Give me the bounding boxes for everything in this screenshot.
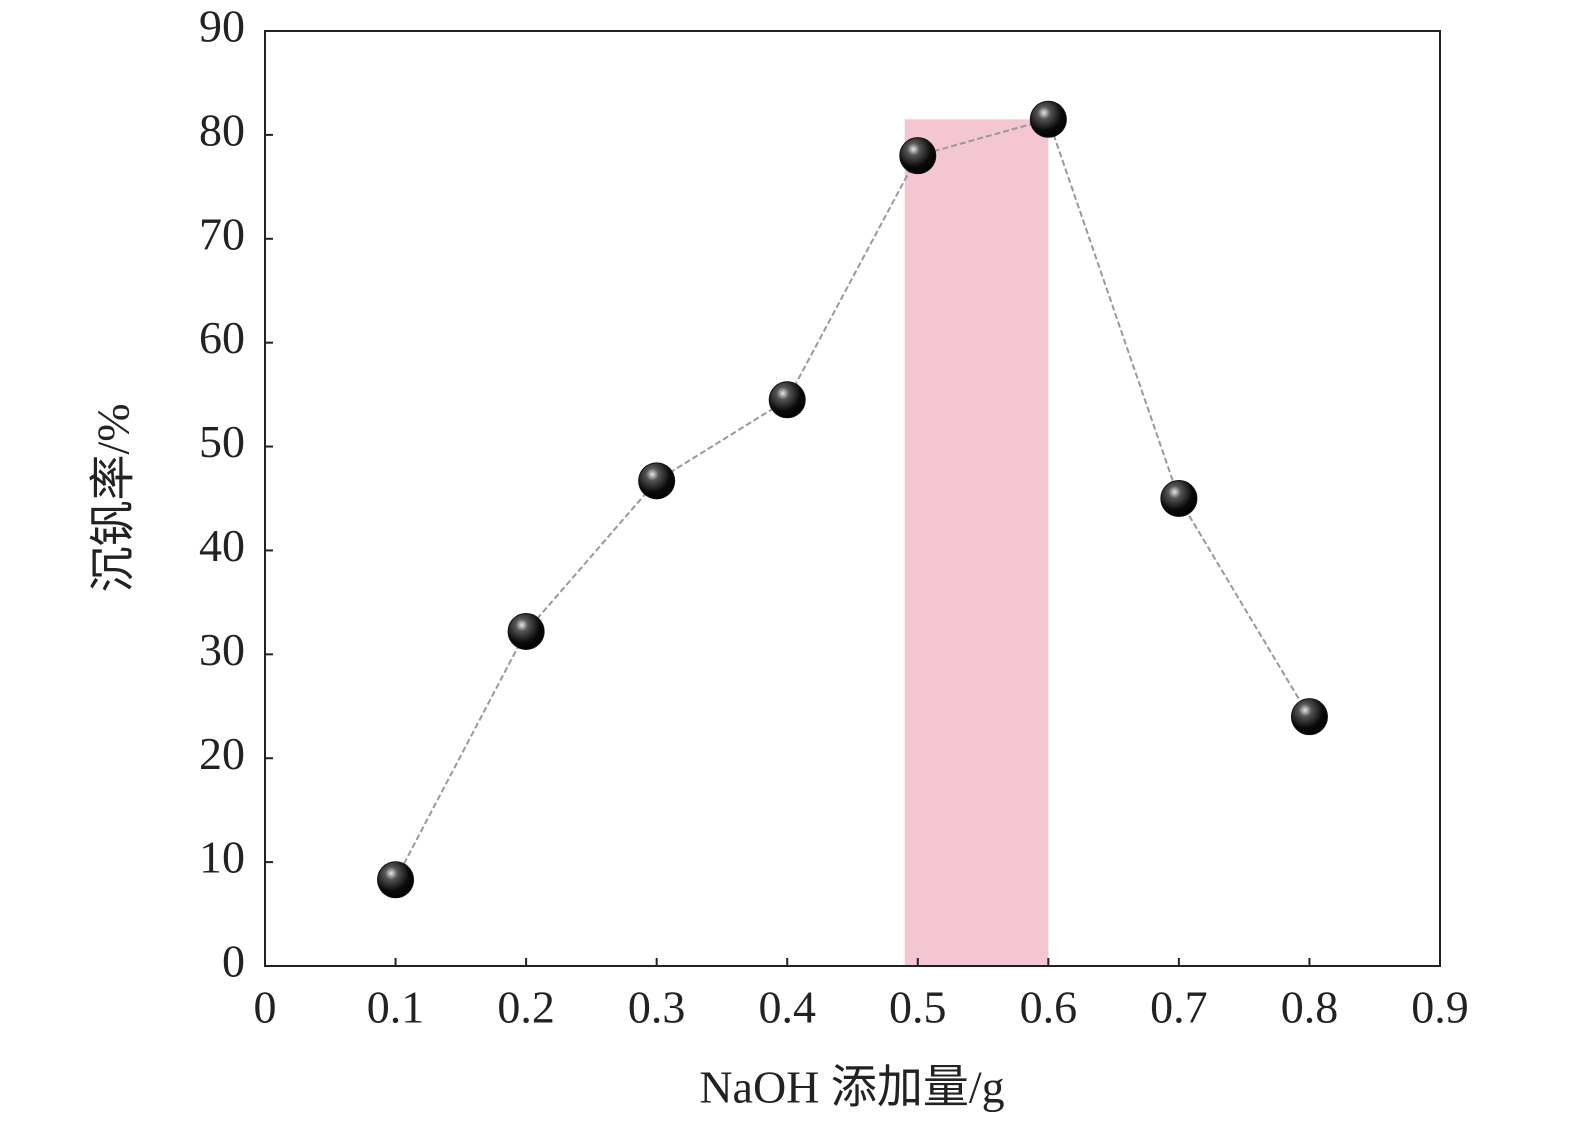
data-point bbox=[768, 381, 806, 419]
y-tick-label: 20 bbox=[199, 728, 245, 779]
x-tick-label: 0.1 bbox=[367, 982, 425, 1033]
data-point bbox=[507, 612, 545, 650]
y-tick-label: 40 bbox=[199, 520, 245, 571]
x-tick-label: 0.4 bbox=[758, 982, 816, 1033]
data-point bbox=[377, 861, 415, 899]
x-tick-label: 0.9 bbox=[1411, 982, 1469, 1033]
y-tick-label: 10 bbox=[199, 832, 245, 883]
data-point bbox=[638, 462, 676, 500]
plot-frame bbox=[264, 30, 1441, 967]
series-line bbox=[394, 118, 1311, 881]
y-axis-label: 沉钒率/% bbox=[88, 403, 139, 592]
x-tick-label: 0.8 bbox=[1281, 982, 1339, 1033]
x-tick-label: 0.2 bbox=[497, 982, 555, 1033]
x-tick-label: 0.6 bbox=[1020, 982, 1078, 1033]
y-tick-label: 80 bbox=[199, 104, 245, 155]
data-point bbox=[1290, 698, 1328, 736]
y-tick-label: 90 bbox=[199, 1, 245, 52]
x-tick-label: 0.3 bbox=[628, 982, 686, 1033]
y-tick-label: 60 bbox=[199, 312, 245, 363]
data-point bbox=[1029, 100, 1067, 138]
x-axis-label: NaOH 添加量/g bbox=[699, 1062, 1004, 1113]
highlight-band bbox=[904, 119, 1049, 967]
data-point bbox=[1160, 480, 1198, 517]
x-tick-label: 0 bbox=[254, 982, 277, 1033]
x-tick-label: 0.7 bbox=[1150, 982, 1208, 1033]
y-tick-label: 30 bbox=[199, 624, 245, 675]
y-tick-label: 70 bbox=[199, 208, 245, 259]
y-tick-label: 0 bbox=[222, 936, 245, 987]
y-tick-label: 50 bbox=[199, 416, 245, 467]
x-tick-label: 0.5 bbox=[889, 982, 947, 1033]
data-point bbox=[899, 137, 937, 175]
